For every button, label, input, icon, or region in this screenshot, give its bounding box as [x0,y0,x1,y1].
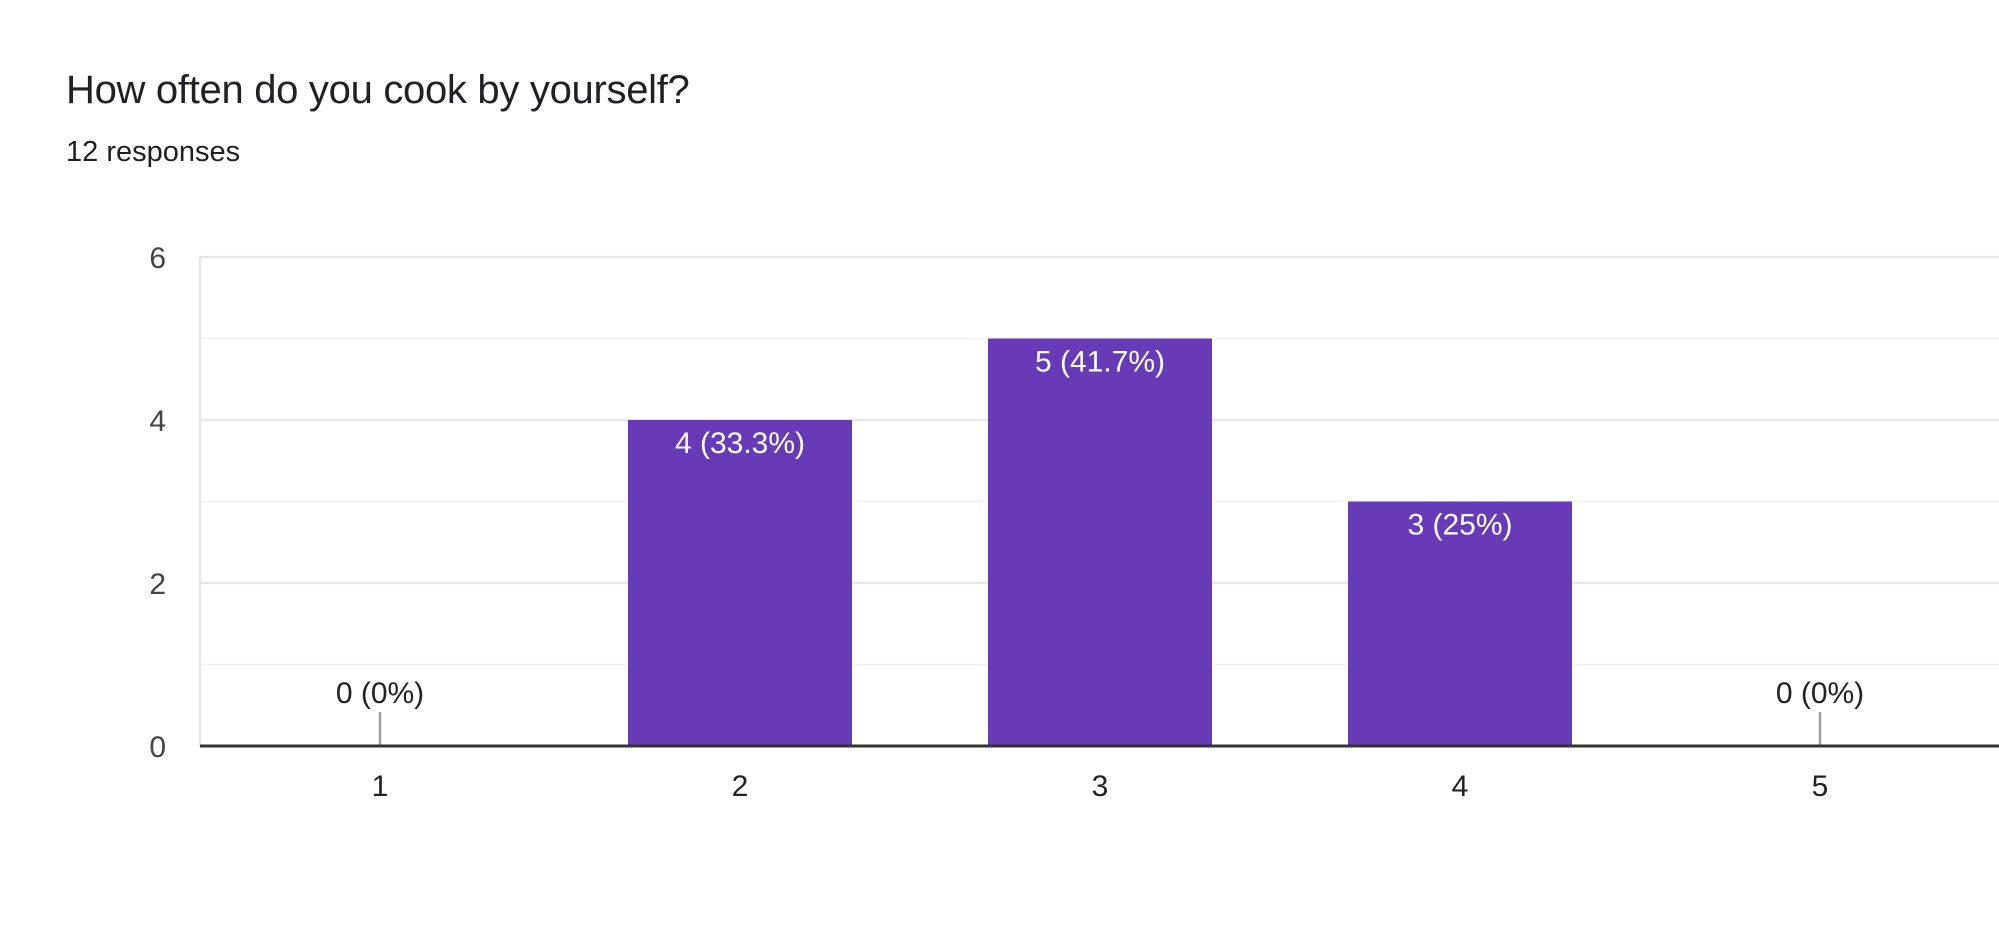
data-label: 4 (33.3%) [675,427,805,460]
data-label: 5 (41.7%) [1035,346,1165,379]
response-count: 12 responses [66,136,241,168]
y-tick-label: 6 [149,242,166,275]
x-category-label: 4 [1452,770,1469,803]
x-category-label: 5 [1812,770,1829,803]
data-label: 0 (0%) [1776,677,1864,710]
y-tick-label: 2 [149,568,166,601]
chart-title: How often do you cook by yourself? [66,68,690,112]
bar [628,420,852,746]
data-label: 3 (25%) [1407,509,1512,542]
data-labels: 0 (0%) 4 (33.3%) 5 (41.7%) 3 (25%) 0 (0%) [336,346,1864,711]
bar [1348,501,1572,746]
data-label: 0 (0%) [336,677,424,710]
bars [378,338,1822,746]
x-axis-ticks: 1 2 3 4 5 [372,770,1829,803]
y-tick-label: 4 [149,405,166,438]
x-category-label: 3 [1092,770,1109,803]
x-category-label: 1 [372,770,389,803]
bar [988,338,1212,746]
y-axis-ticks: 0 2 4 6 [149,242,166,764]
y-tick-label: 0 [149,731,166,764]
x-category-label: 2 [732,770,749,803]
